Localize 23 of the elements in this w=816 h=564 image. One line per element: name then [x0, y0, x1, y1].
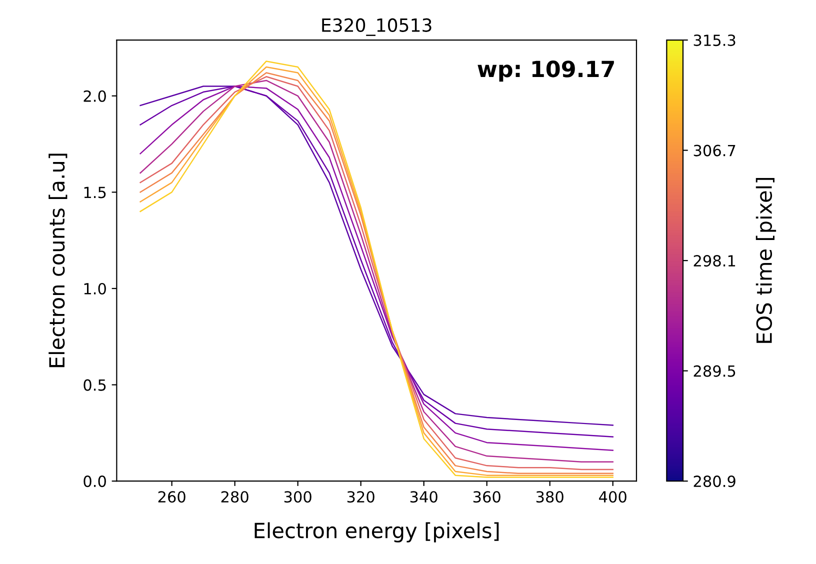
color-bar-title: EOS time [pixel]	[756, 178, 776, 343]
y-tick-label: 1.5	[84, 186, 106, 198]
x-tick-label: 400	[599, 491, 626, 503]
x-tick-label: 340	[410, 491, 438, 503]
annotation: wp: 109.17	[478, 60, 614, 82]
y-tick-label: 0.5	[84, 379, 106, 391]
color-bar-label: 289.5	[694, 365, 736, 377]
x-tick-label: 360	[473, 491, 500, 503]
x-tick-label: 380	[536, 491, 564, 503]
y-axis-title: Electron counts [a.u]	[48, 154, 68, 368]
color-bar-label: 280.9	[694, 476, 736, 488]
y-tick-label: 1.0	[84, 282, 106, 295]
y-tick-label: 2.0	[84, 90, 106, 102]
color-bar-label: 315.3	[694, 34, 736, 46]
color-bar-label: 298.1	[694, 255, 736, 267]
color-bar-label: 306.7	[694, 144, 736, 156]
x-tick-label: 300	[284, 491, 312, 503]
x-axis-title: Electron energy [pixels]	[254, 522, 499, 542]
x-tick-label: 260	[158, 491, 186, 503]
chart-title: E320_10513	[322, 18, 432, 36]
y-tick-label: 0.0	[84, 476, 106, 488]
x-tick-label: 320	[347, 491, 374, 503]
x-tick-label: 280	[221, 491, 248, 503]
